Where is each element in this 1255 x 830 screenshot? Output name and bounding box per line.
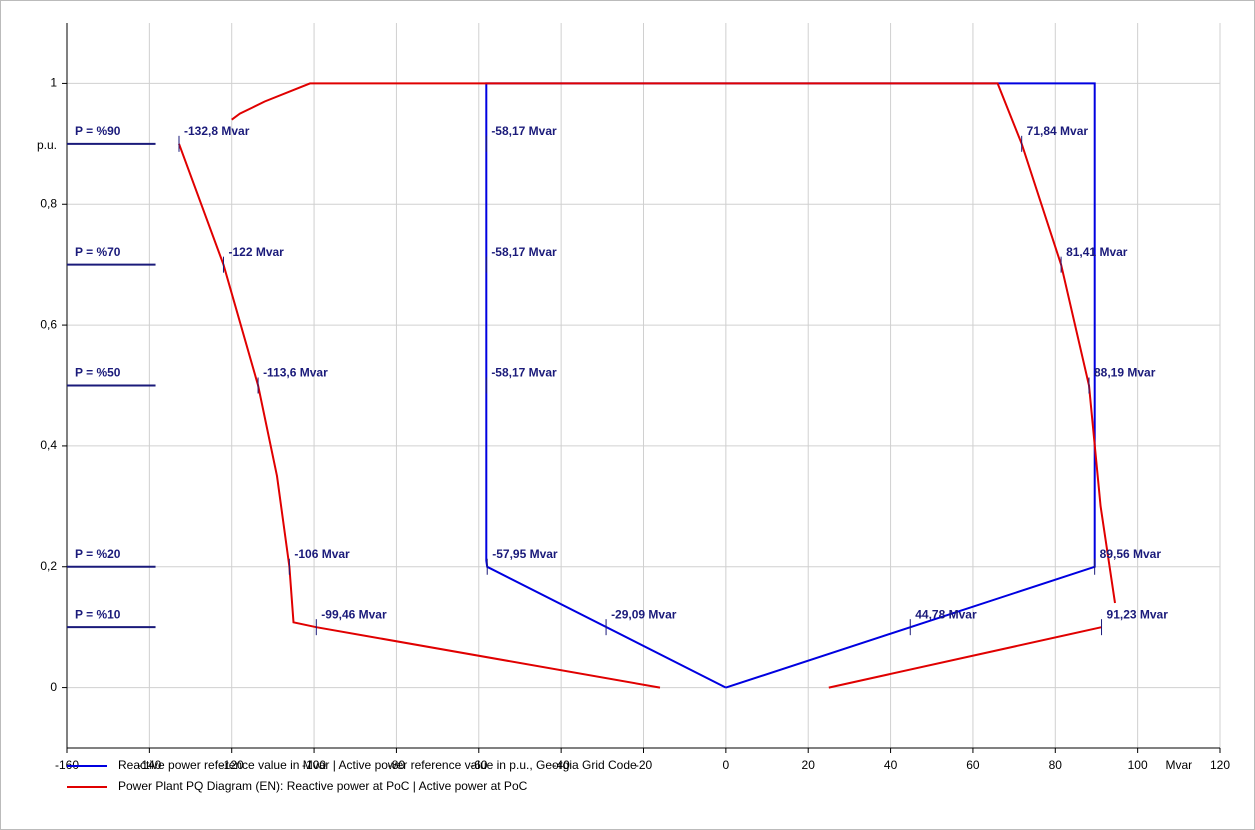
x-tick-label: 120 xyxy=(1210,758,1230,772)
x-tick-label: 60 xyxy=(966,758,980,772)
annotation-label: 89,56 Mvar xyxy=(1100,547,1162,561)
annotation-label: 88,19 Mvar xyxy=(1094,366,1156,380)
y-axis-label: p.u. xyxy=(37,138,57,152)
legend-label: Power Plant PQ Diagram (EN): Reactive po… xyxy=(118,779,528,793)
annotation-label: 81,41 Mvar xyxy=(1066,245,1128,259)
level-label: P = %90 xyxy=(75,124,121,138)
level-label: P = %20 xyxy=(75,547,121,561)
annotation-label: 71,84 Mvar xyxy=(1027,124,1089,138)
x-tick-label: 80 xyxy=(1049,758,1063,772)
annotation-label: -57,95 Mvar xyxy=(492,547,558,561)
annotation-label: -132,8 Mvar xyxy=(184,124,250,138)
x-axis-label: Mvar xyxy=(1165,758,1192,772)
y-tick-label: 0,8 xyxy=(40,196,57,210)
x-tick-label: -140 xyxy=(137,758,161,772)
x-tick-label: -100 xyxy=(302,758,326,772)
annotation-label: -106 Mvar xyxy=(294,547,350,561)
level-label: P = %50 xyxy=(75,366,121,380)
x-tick-label: 40 xyxy=(884,758,898,772)
annotation-label: -122 Mvar xyxy=(228,245,284,259)
y-tick-label: 0,6 xyxy=(40,317,57,331)
y-tick-label: 1 xyxy=(50,76,57,90)
annotation-label: -29,09 Mvar xyxy=(611,607,677,621)
annotation-label: 44,78 Mvar xyxy=(915,607,977,621)
annotation-label: -113,6 Mvar xyxy=(263,366,328,380)
y-tick-label: 0 xyxy=(50,680,57,694)
annotation-label: 91,23 Mvar xyxy=(1107,607,1169,621)
x-tick-label: 20 xyxy=(802,758,816,772)
annotation-label: -58,17 Mvar xyxy=(491,124,557,138)
legend-label: Reactive power reference value in Mvar |… xyxy=(118,758,637,772)
annotation-label: -58,17 Mvar xyxy=(491,366,557,380)
x-tick-label: 0 xyxy=(723,758,730,772)
level-label: P = %10 xyxy=(75,607,121,621)
x-tick-label: -80 xyxy=(388,758,406,772)
annotation-label: -58,17 Mvar xyxy=(491,245,557,259)
x-tick-label: -40 xyxy=(552,758,570,772)
annotation-label: -99,46 Mvar xyxy=(321,607,387,621)
y-tick-label: 0,4 xyxy=(40,438,57,452)
x-tick-label: -60 xyxy=(470,758,488,772)
x-tick-label: -120 xyxy=(220,758,244,772)
x-tick-label: 100 xyxy=(1128,758,1148,772)
series-line xyxy=(178,82,1116,689)
level-label: P = %70 xyxy=(75,245,121,259)
x-tick-label: -20 xyxy=(635,758,653,772)
y-tick-label: 0,2 xyxy=(40,559,57,573)
